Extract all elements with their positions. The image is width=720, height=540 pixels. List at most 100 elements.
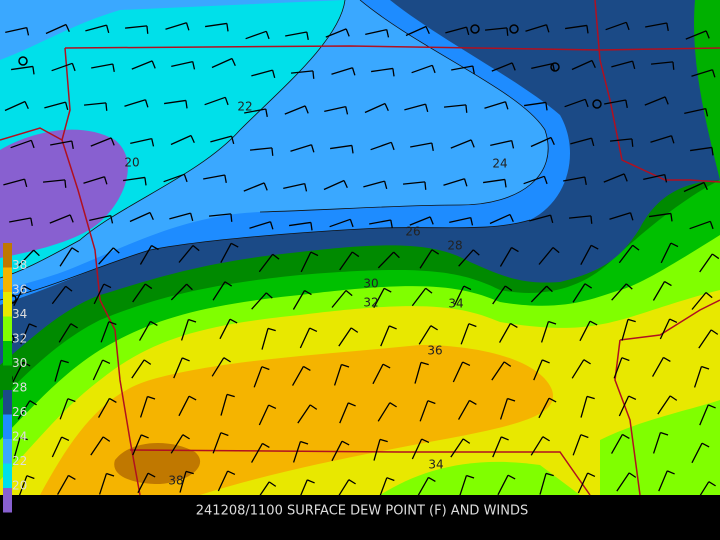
barb-flag [30, 217, 33, 226]
barb-flag [424, 103, 429, 113]
barb-staff [18, 475, 28, 497]
barb-flag [548, 320, 557, 325]
barb-flag [462, 361, 471, 367]
barb-staff [696, 481, 710, 501]
barb-staff [11, 65, 33, 71]
barb-flag [705, 292, 713, 299]
barb-flag [65, 285, 73, 292]
barb-staff [691, 292, 707, 310]
barb-flag [220, 432, 229, 437]
barb-flag [705, 108, 709, 117]
barb-staff [540, 321, 550, 343]
barb-flag [350, 327, 359, 333]
barb-flag [185, 22, 190, 31]
barb-staff [9, 217, 31, 223]
barb-flag [108, 321, 117, 326]
barb-staff [580, 244, 592, 266]
barb-staff [538, 247, 554, 265]
barb-staff [525, 24, 547, 32]
barb-flag [392, 68, 395, 77]
barb-staff [261, 328, 269, 350]
barb-staff [289, 221, 311, 227]
barb-staff [529, 214, 551, 222]
barb-flag [504, 101, 509, 110]
barb-staff [449, 216, 471, 224]
barb-staff [90, 137, 112, 147]
barb-flag [420, 361, 429, 366]
barb-staff [20, 323, 30, 345]
barb-flag [65, 24, 70, 33]
barb-flag [549, 214, 554, 224]
barb-staff [523, 175, 545, 185]
barb-flag [304, 105, 309, 114]
map-title: 241208/1100 SURFACE DEW POINT (F) AND WI… [196, 504, 529, 519]
barb-staff [580, 396, 588, 418]
barb-flag [226, 393, 235, 398]
barb-staff [571, 59, 593, 71]
legend-swatch [3, 316, 12, 341]
contour-label: 28 [447, 239, 462, 253]
barb-flag [424, 181, 427, 190]
barb-flag [183, 174, 188, 183]
barb-flag [701, 365, 710, 370]
barb-flag [144, 99, 149, 108]
barb-staff [689, 220, 711, 230]
barb-flag [545, 24, 550, 33]
barb-flag [60, 359, 69, 364]
barb-flag [428, 476, 436, 482]
band-32-34 [380, 461, 580, 495]
barb-staff [130, 137, 152, 145]
barb-staff [178, 245, 194, 263]
barb-staff [203, 174, 225, 180]
barb-flag [621, 357, 630, 362]
barb-staff [220, 394, 228, 416]
barb-staff [132, 434, 142, 456]
barb-flag [669, 318, 678, 324]
barb-flag [425, 287, 433, 294]
barb-staff [83, 176, 105, 184]
barb-flag [462, 438, 471, 444]
barb-flag [628, 395, 637, 401]
barb-staff [411, 64, 433, 74]
barb-staff [299, 327, 311, 349]
contour-label: 38 [168, 474, 183, 488]
barb-staff [618, 395, 630, 417]
barb-staff [611, 283, 627, 301]
barb-staff [205, 22, 227, 28]
barb-flag [227, 470, 236, 476]
contour [0, 219, 531, 301]
barb-flag [591, 60, 596, 69]
barb-flag [102, 359, 111, 365]
barb-staff [691, 442, 703, 464]
barb-staff [363, 180, 385, 188]
legend-label: 32 [12, 332, 27, 346]
barb-flag [149, 212, 154, 221]
barb-staff [411, 438, 423, 460]
barb-flag [351, 67, 356, 76]
barb-flag [708, 481, 716, 487]
barb-staff [618, 244, 634, 264]
barb-flag [583, 359, 591, 365]
barb-staff [12, 361, 24, 383]
barb-staff [491, 62, 513, 72]
barb-staff [563, 176, 585, 182]
barb-flag [386, 477, 395, 482]
barb-flag [186, 283, 193, 291]
station [18, 56, 28, 66]
barb-flag [504, 179, 507, 188]
barb-flag [546, 285, 553, 293]
barb-flag [632, 244, 640, 251]
barb-flag [306, 479, 315, 484]
barb-staff [660, 242, 672, 264]
barb-flag [341, 440, 350, 446]
barb-flag [631, 138, 634, 147]
barb-staff [163, 173, 185, 183]
barb-flag [261, 366, 270, 371]
legend-swatch [3, 488, 12, 513]
barb-staff [443, 178, 465, 186]
barb-staff [123, 176, 145, 182]
barb-staff [93, 283, 105, 305]
barb-flag [590, 215, 593, 224]
barb-staff [210, 135, 232, 143]
